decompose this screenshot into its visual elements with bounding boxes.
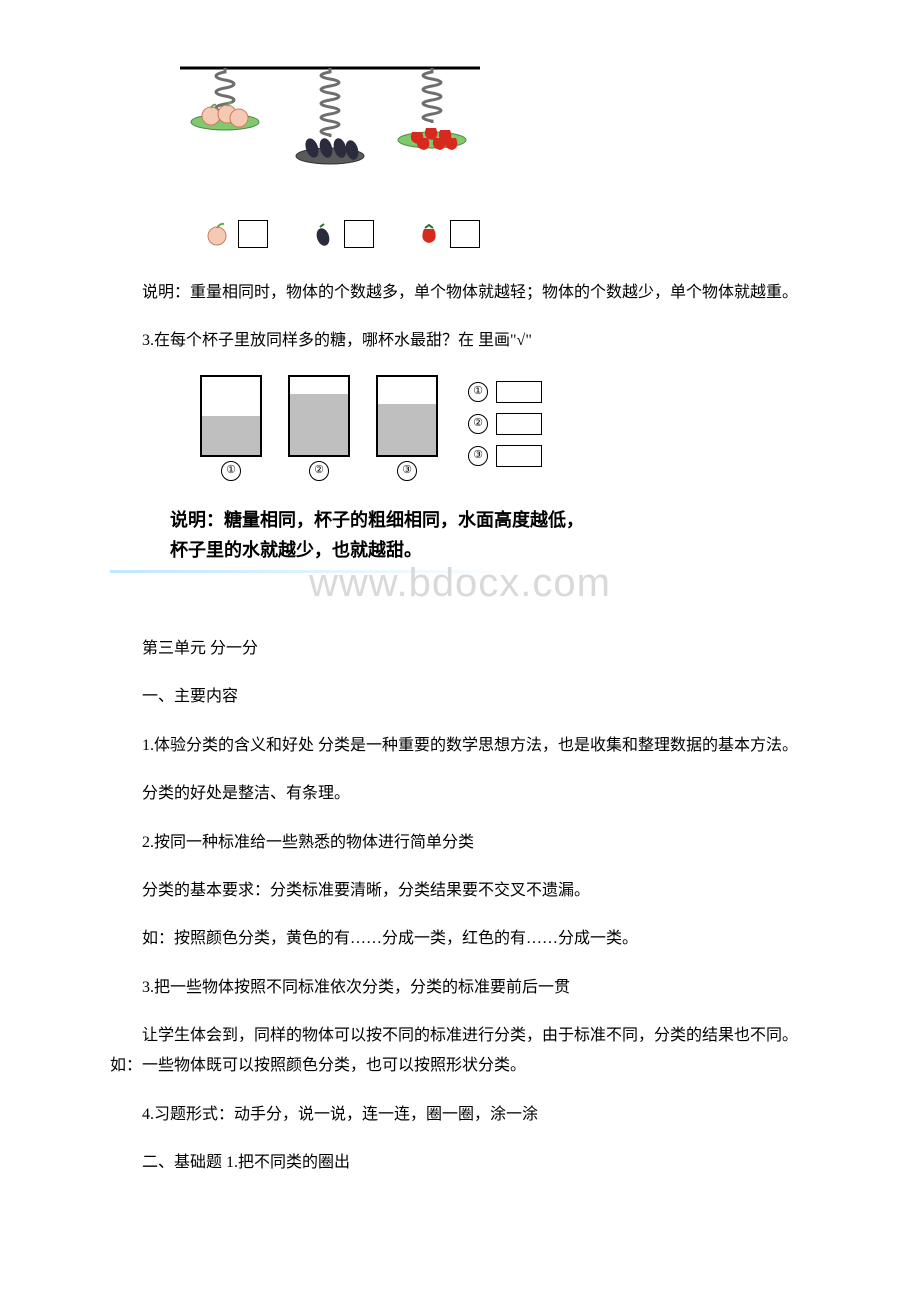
cup-label: ① — [221, 461, 241, 481]
answer-box[interactable] — [496, 413, 542, 435]
answer-box[interactable] — [496, 445, 542, 467]
cup-box — [200, 375, 262, 457]
springs-svg — [170, 60, 490, 210]
answer-box[interactable] — [450, 220, 480, 248]
paragraph: 4.习题形式：动手分，说一说，连一连，圈一圈，涂一涂 — [110, 1100, 810, 1130]
watermark-text: www.bdocx.com — [110, 561, 810, 606]
cup-3: ③ — [376, 375, 438, 481]
eggplant-icon — [310, 221, 336, 247]
paragraph: 让学生体会到，同样的物体可以按不同的标准进行分类，由于标准不同，分类的结果也不同… — [110, 1021, 810, 1082]
document-page: 说明：重量相同时，物体的个数越多，单个物体就越轻；物体的个数越少，单个物体就越重… — [0, 0, 920, 1257]
cup-label: ③ — [397, 461, 417, 481]
cup-fill — [202, 416, 260, 455]
paragraph: 分类的好处是整洁、有条理。 — [110, 779, 810, 809]
cups-answer-row: ① — [468, 381, 542, 403]
paragraph: 如：按照颜色分类，黄色的有……分成一类，红色的有……分成一类。 — [110, 924, 810, 954]
explain2-line1: 说明：糖量相同，杯子的粗细相同，水面高度越低， — [170, 505, 710, 536]
cups-figure: ① ② ③ ① ② — [200, 375, 810, 481]
section-heading-1: 一、主要内容 — [110, 682, 810, 712]
cup-box — [376, 375, 438, 457]
springs-figure — [170, 60, 810, 248]
cup-box — [288, 375, 350, 457]
explanation-1: 说明：重量相同时，物体的个数越多，单个物体就越轻；物体的个数越少，单个物体就越重… — [110, 278, 810, 308]
paragraph: 分类的基本要求：分类标准要清晰，分类结果要不交叉不遗漏。 — [110, 876, 810, 906]
answer-label: ③ — [468, 446, 488, 466]
cups-row: ① ② ③ — [200, 375, 438, 481]
question-3: 3.在每个杯子里放同样多的糖，哪杯水最甜？在 里画"√" — [110, 326, 810, 356]
unit-title: 第三单元 分一分 — [110, 634, 810, 664]
answer-label: ① — [468, 382, 488, 402]
paragraph: 2.按同一种标准给一些熟悉的物体进行简单分类 — [110, 828, 810, 858]
peach-icon — [204, 221, 230, 247]
answer-box[interactable] — [238, 220, 268, 248]
spring-answer-strawberry — [416, 220, 480, 248]
answer-box[interactable] — [496, 381, 542, 403]
answer-box[interactable] — [344, 220, 374, 248]
cup-fill — [290, 394, 348, 455]
paragraph: 3.把一些物体按照不同标准依次分类，分类的标准要前后一贯 — [110, 973, 810, 1003]
explanation-2: 说明：糖量相同，杯子的粗细相同，水面高度越低， 杯子里的水就越少，也就越甜。 — [170, 505, 710, 566]
paragraph: 1.体验分类的含义和好处 分类是一种重要的数学思想方法，也是收集和整理数据的基本… — [110, 731, 810, 761]
cup-1: ① — [200, 375, 262, 481]
spring-answer-peach — [204, 220, 268, 248]
cups-answer-row: ② — [468, 413, 542, 435]
spring-answer-eggplant — [310, 220, 374, 248]
cup-fill — [378, 404, 436, 455]
answer-label: ② — [468, 414, 488, 434]
section-heading-2: 二、基础题 1.把不同类的圈出 — [110, 1148, 810, 1178]
cup-2: ② — [288, 375, 350, 481]
cup-label: ② — [309, 461, 329, 481]
cups-answer-column: ① ② ③ — [468, 381, 542, 467]
cups-answer-row: ③ — [468, 445, 542, 467]
springs-answer-row — [204, 220, 810, 248]
strawberry-icon — [416, 221, 442, 247]
